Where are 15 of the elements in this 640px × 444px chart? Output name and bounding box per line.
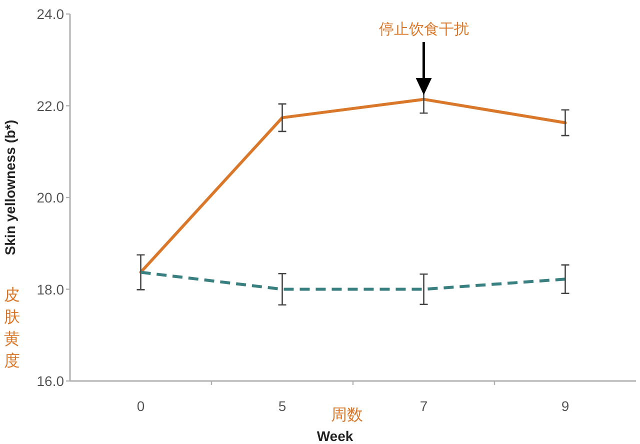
y-tick-label: 18.0 [36,281,64,298]
y-tick-label: 20.0 [36,190,64,206]
y-tick-label: 24.0 [36,6,64,22]
y-tick-label: 22.0 [36,98,64,114]
line-series [139,98,567,274]
x-axis-title: Week [316,428,354,444]
y-axis-title: Skin yellowness (b*) [2,120,18,256]
x-tick-label: 9 [561,398,570,414]
annotation: 停止饮食干扰 [378,21,469,38]
x-tick-label: 0 [136,398,145,414]
x-tick-label: 5 [278,398,286,414]
x-tick-label: 7 [420,398,428,414]
y-tick-label: 16.0 [36,373,64,389]
text: 皮肤黄度 [4,286,20,370]
text: 周数 [331,407,363,424]
